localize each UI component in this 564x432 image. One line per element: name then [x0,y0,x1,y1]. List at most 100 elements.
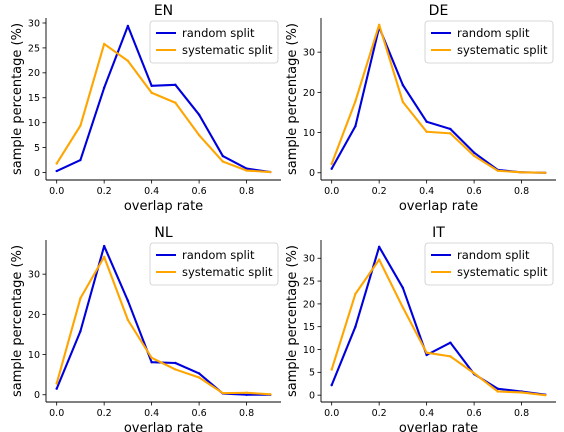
y-tick-label: 5 [309,368,315,379]
data-point [354,325,357,328]
y-tick-label: 0 [34,390,40,401]
data-point [401,306,405,309]
chart-title: IT [432,225,445,241]
legend-label: systematic split [457,265,548,279]
y-tick-label: 15 [28,93,40,104]
data-point [150,361,153,364]
x-tick-label: 0.4 [419,186,434,197]
data-point [79,124,82,127]
y-axis-label: sample percentage (%) [10,245,25,397]
data-point [79,330,82,333]
data-point [126,59,130,63]
data-point [401,100,405,104]
data-point [174,361,177,365]
data-point [197,133,201,137]
data-point [55,382,58,385]
x-axis-label: overlap rate [399,421,478,432]
data-point [520,171,523,174]
chart-title: EN [154,3,173,19]
y-tick-label: 10 [303,128,315,139]
data-point [269,393,272,396]
y-tick-label: 20 [28,68,40,79]
data-point [425,130,428,133]
x-tick-label: 0.6 [192,186,207,197]
series-line-1 [330,23,546,174]
x-tick-label: 0.2 [372,408,387,419]
legend-label: systematic split [457,43,548,57]
legend: random split systematic split [149,20,279,64]
data-point [354,124,357,128]
series-line-1 [55,42,271,174]
data-point [401,286,405,290]
y-tick-label: 0 [34,168,40,179]
data-point [354,292,357,296]
data-point [245,391,248,394]
x-tick-label: 0.2 [372,186,387,197]
data-point [55,387,58,390]
series-line-0 [56,24,271,174]
y-axis-label: sample percentage (%) [10,23,25,175]
data-point [330,383,333,387]
data-point [174,368,177,371]
data-point [245,167,248,170]
chart-1: 0.0 0.2 0.4 0.6 0.8 0 10 20 30 DE overlap rate samp… [285,3,556,214]
y-axis-label: sample percentage (%) [285,245,300,397]
x-tick-label: 0.2 [97,186,112,197]
x-tick-label: 0.4 [144,186,159,197]
x-tick-label: 0.8 [514,186,529,197]
data-point [221,160,225,163]
legend-box [149,242,279,286]
data-point [269,170,272,174]
legend-label: random split [182,26,255,40]
x-tick-label: 0.6 [192,408,207,419]
y-tick-label: 25 [303,276,315,287]
x-tick-label: 0.0 [324,186,339,197]
data-point [354,100,357,103]
x-tick-label: 0.2 [97,408,112,419]
data-point [330,368,333,371]
data-point [425,351,428,354]
data-point [150,84,153,87]
y-tick-label: 20 [28,310,40,321]
x-axis-label: overlap rate [124,199,203,214]
x-axis-label: overlap rate [124,421,203,432]
x-tick-label: 0.8 [239,408,254,419]
y-tick-label: 20 [303,88,315,99]
data-point [449,355,452,358]
chart-0: 0.0 0.2 0.4 0.6 0.8 0 5 10 15 20 25 30 EN overlap rat… [10,3,281,214]
legend-label: systematic split [182,265,273,279]
legend-label: systematic split [182,43,273,57]
y-tick-label: 5 [34,143,40,154]
data-point [544,393,547,397]
data-point [197,372,201,375]
data-point [245,393,248,396]
data-point [102,255,106,259]
data-point [377,23,381,27]
data-point [126,299,130,302]
series-line-1 [330,258,546,397]
data-point [126,318,130,322]
data-point [102,86,106,89]
data-point [472,372,476,375]
x-tick-label: 0.4 [144,408,159,419]
y-tick-label: 25 [28,43,40,54]
chart-title: DE [429,3,449,19]
y-tick-label: 30 [303,48,315,59]
data-point [401,83,405,87]
data-point [377,245,381,249]
data-point [496,387,500,390]
data-point [102,42,106,46]
data-point [197,376,201,379]
data-point [330,167,333,170]
y-tick-label: 20 [303,299,315,310]
chart-title: NL [154,225,172,241]
x-tick-label: 0.0 [324,408,339,419]
data-point [425,120,428,123]
data-point [544,171,547,174]
series-line-1 [55,255,271,396]
series-line-0 [330,245,546,396]
data-point [245,169,248,172]
legend: random split systematic split [424,242,554,286]
y-tick-label: 30 [28,270,40,281]
data-point [520,391,523,394]
